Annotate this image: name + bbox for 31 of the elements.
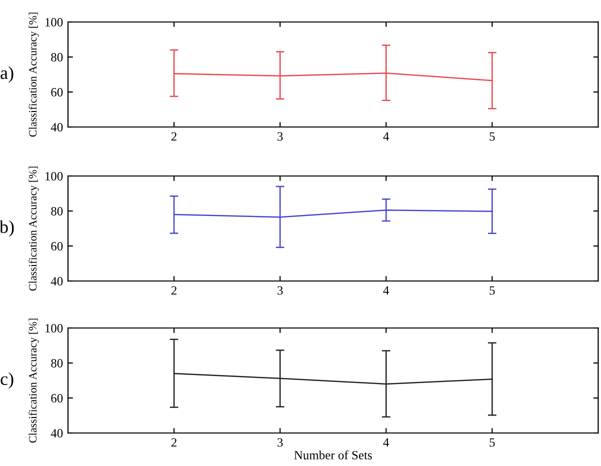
x-tick-label: 2 (171, 286, 176, 295)
x-tick-label: 5 (490, 132, 495, 141)
x-tick-label: 3 (278, 286, 283, 295)
y-tick-label: 40 (50, 429, 63, 438)
text: a) (0, 66, 14, 83)
x-tick-label: 4 (383, 132, 390, 141)
y-tick-label: 100 (45, 172, 63, 180)
y-axis-title: Classification Accuracy [%] (28, 166, 39, 291)
y-tick-label: 40 (50, 277, 63, 286)
x-tick-label: 3 (278, 132, 283, 141)
x-tick-label: 3 (278, 438, 283, 447)
text: b) (0, 220, 14, 237)
y-tick-label: 100 (45, 18, 63, 26)
y-axis-title: Classification Accuracy [%] (28, 12, 39, 137)
y-tick-label: 40 (50, 123, 63, 132)
x-tick-label: 5 (490, 438, 495, 447)
x-tick-label: 5 (490, 286, 495, 295)
y-axis-title: Classification Accuracy [%] (28, 318, 39, 443)
x-tick-label: 4 (383, 438, 390, 447)
y-tick-label: 80 (51, 53, 63, 62)
y-tick-label: 60 (51, 88, 63, 96)
x-axis-title: Number of Sets (294, 450, 372, 460)
text: c) (0, 372, 14, 389)
x-tick-label: 4 (383, 286, 390, 295)
x-tick-label: 2 (171, 438, 176, 447)
y-tick-label: 60 (51, 242, 63, 250)
y-tick-label: 100 (45, 324, 63, 332)
y-tick-label: 80 (51, 207, 63, 216)
x-tick-label: 2 (171, 132, 176, 141)
y-tick-label: 80 (51, 359, 63, 368)
y-tick-label: 60 (51, 394, 63, 402)
